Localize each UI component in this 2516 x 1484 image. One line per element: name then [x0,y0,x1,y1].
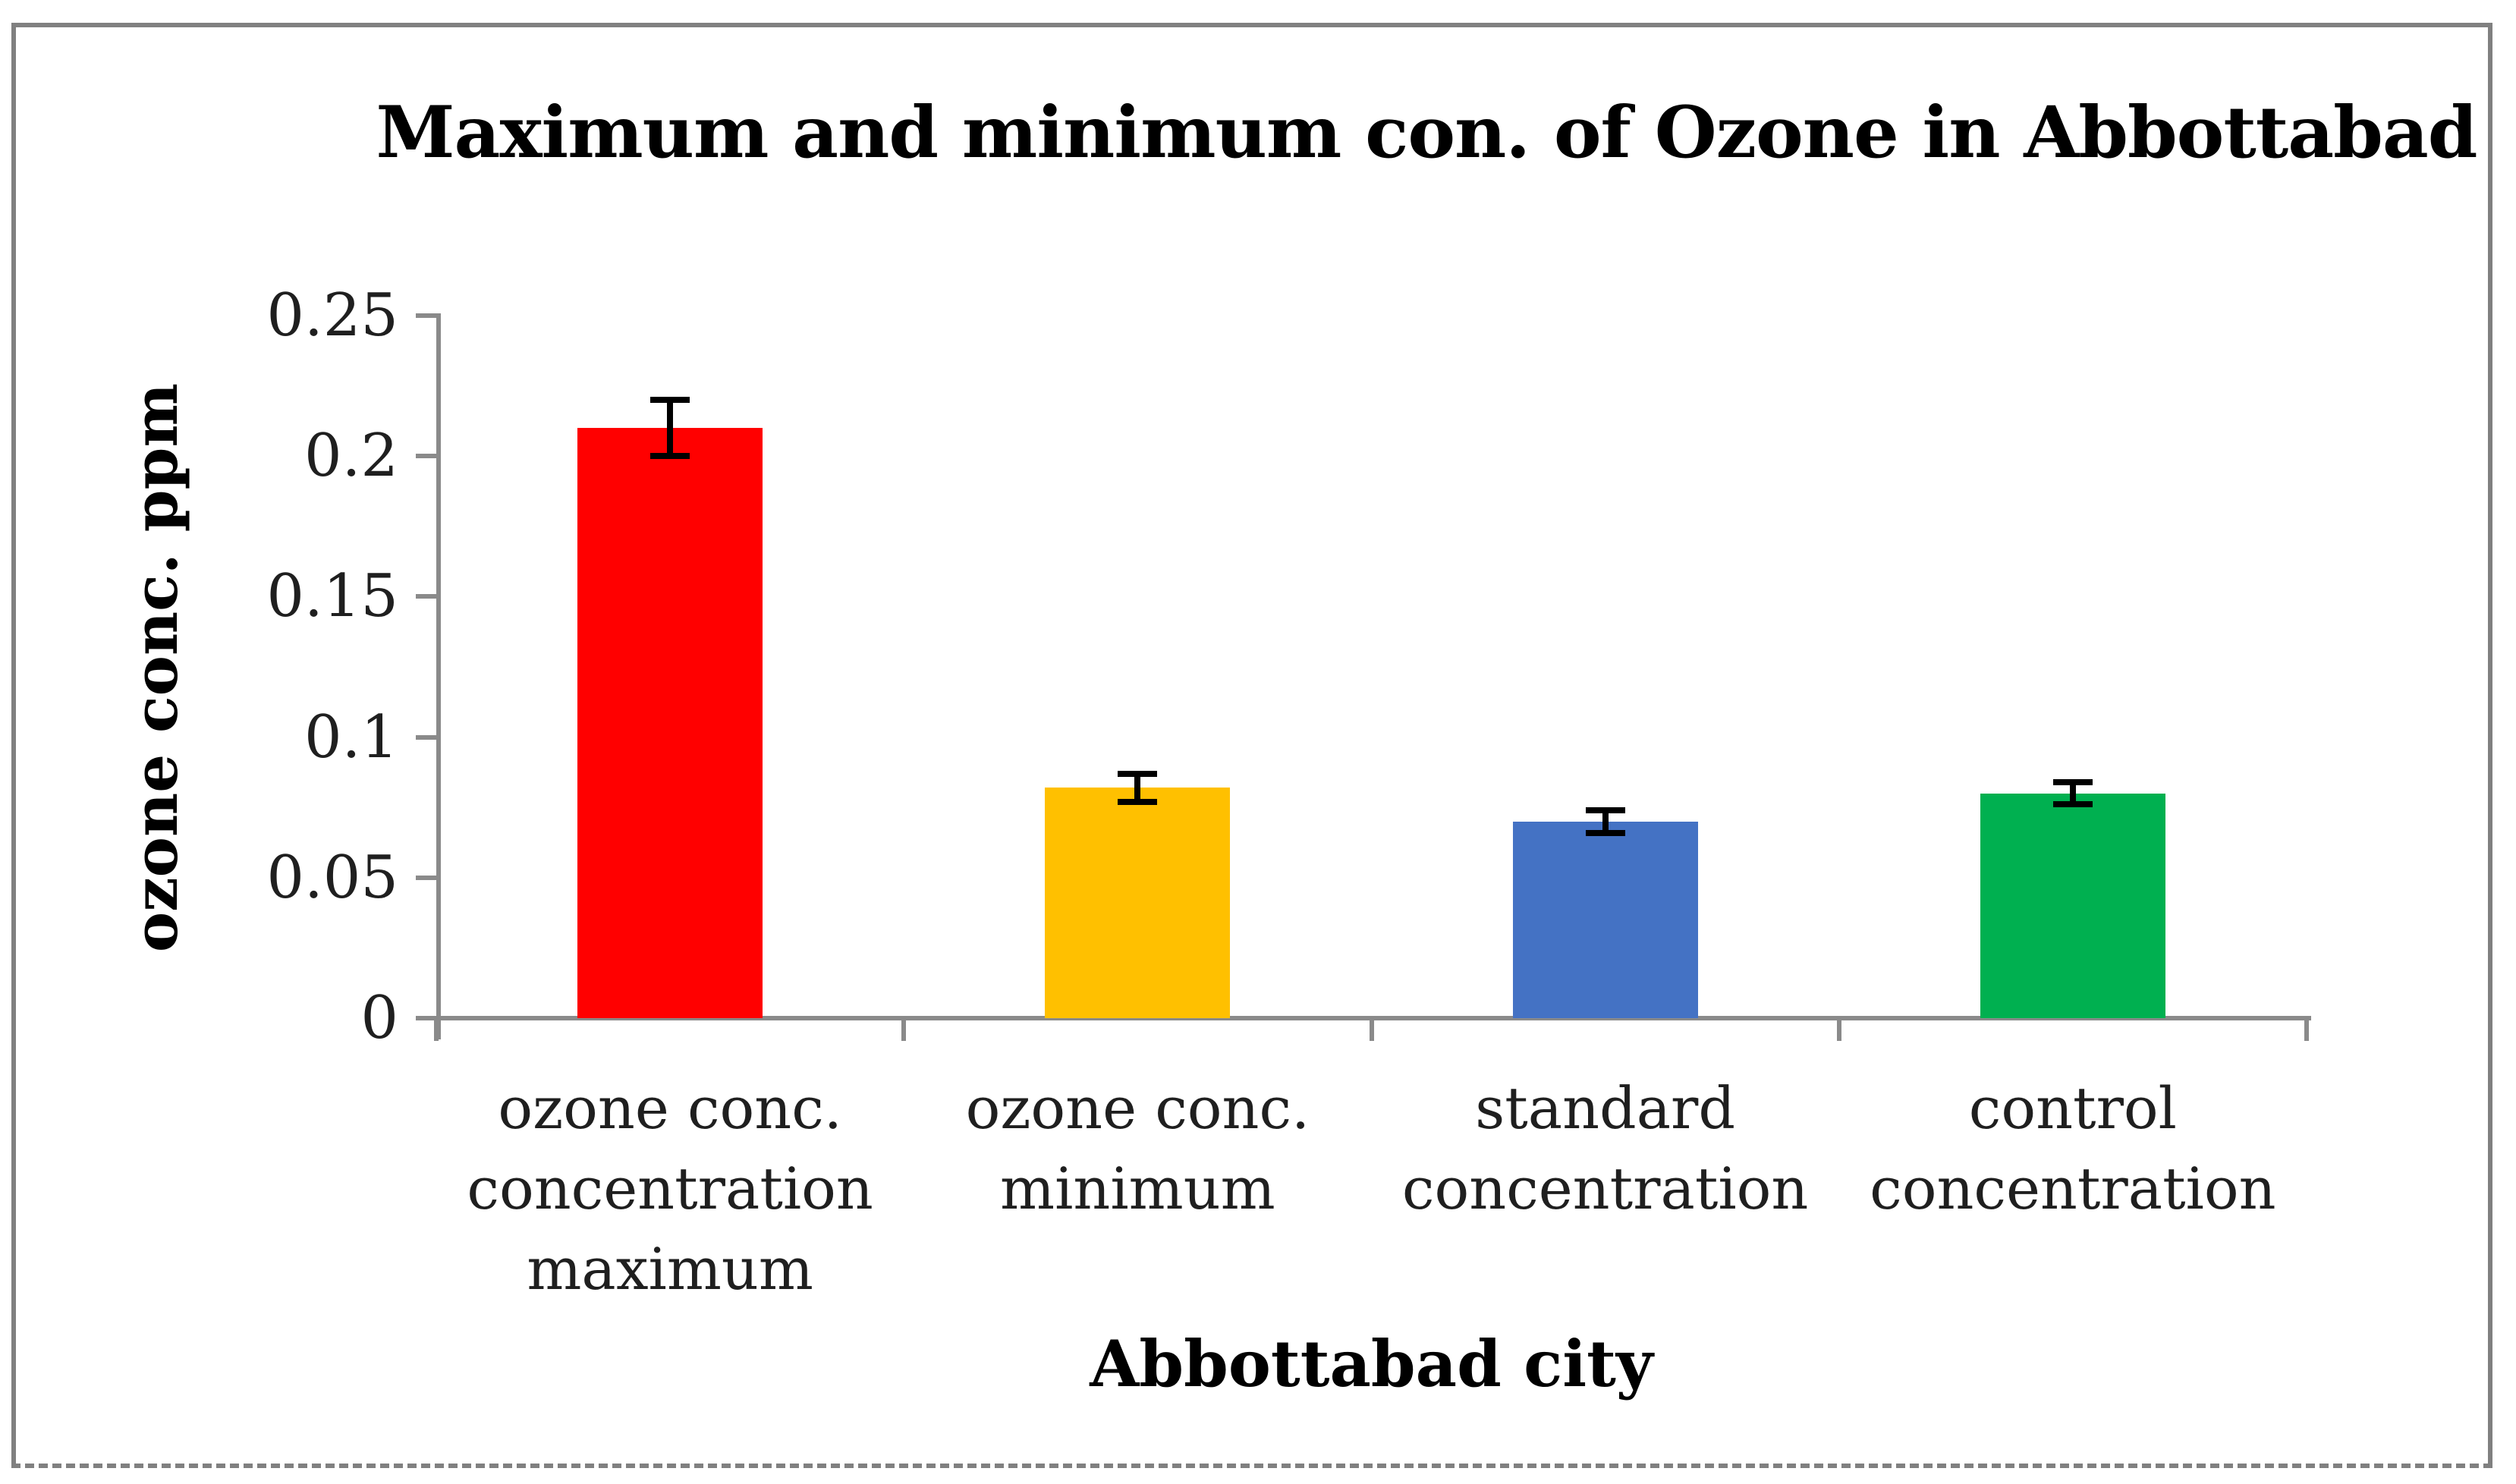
y-tick-label: 0.1 [303,703,398,772]
bar [577,428,763,1018]
y-tick [416,734,436,740]
x-tick [2304,1018,2309,1041]
y-axis-line [436,313,441,1039]
error-bar-cap-top [1585,806,1625,813]
error-bar-cap-top [2052,778,2093,785]
y-tick [416,594,436,599]
error-bar-line [2069,781,2076,805]
y-tick-label: 0.2 [303,422,398,491]
category-label-line: concentration [1401,1155,1809,1222]
x-tick [1369,1018,1374,1041]
category-label: ozone conc. minimum [902,1068,1373,1229]
y-tick-label: 0.25 [266,281,398,350]
bar [1512,821,1698,1018]
y-tick [416,875,436,880]
category-label: ozone conc. concentration maximum [435,1068,905,1310]
error-bar-line [1134,773,1141,802]
category-label-line: minimum [1000,1155,1275,1222]
x-tick [901,1018,907,1041]
category-label: control concentration [1838,1068,2308,1229]
category-label-line: concentration [1870,1155,2276,1222]
x-axis-line [436,1016,2311,1020]
bar [1980,793,2165,1018]
x-tick [434,1018,439,1041]
error-bar-line [667,400,674,457]
error-bar-cap-bottom [1585,829,1625,836]
chart-title: Maximum and minimum con. of Ozone in Abb… [376,91,2477,174]
category-label-line: concentration [467,1155,873,1222]
category-label: standard concentration [1370,1068,1841,1229]
y-tick [416,1016,436,1020]
error-bar-cap-bottom [650,453,690,460]
y-tick-label: 0.15 [266,562,398,631]
category-label-line: ozone conc. [498,1074,842,1142]
y-tick [416,313,436,318]
error-bar-line [1602,810,1609,833]
y-tick-label: 0.05 [266,843,398,912]
error-bar-cap-top [1118,770,1158,777]
category-label-line: maximum [527,1235,813,1303]
y-tick-label: 0 [360,984,398,1052]
bar [1045,788,1231,1018]
y-tick [416,454,436,459]
error-bar-cap-top [650,397,690,404]
error-bar-cap-bottom [2052,801,2093,808]
chart-outer-border [11,23,2492,1468]
x-tick [1836,1018,1841,1041]
category-label-line: standard [1475,1074,1735,1142]
category-label-line: control [1968,1074,2177,1142]
x-axis-title: Abbottabad city [1090,1326,1653,1401]
category-label-line: ozone conc. [965,1074,1310,1142]
error-bar-cap-bottom [1118,798,1158,805]
